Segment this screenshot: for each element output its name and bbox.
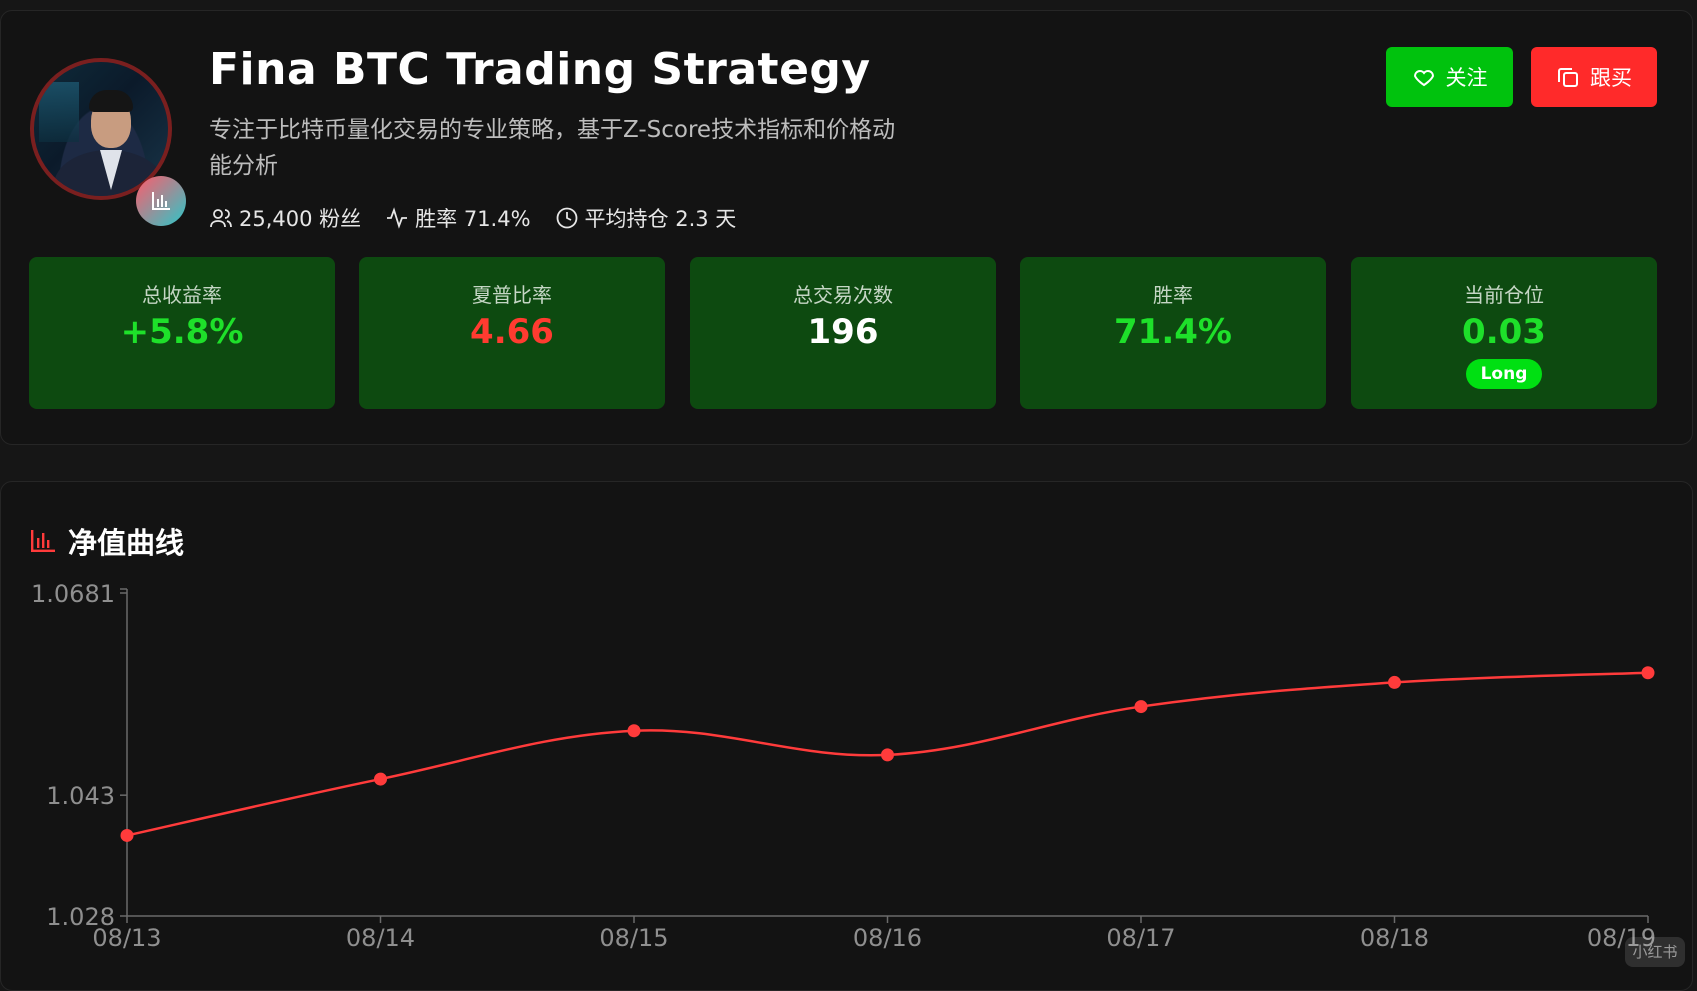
x-tick-label: 08/16 [853, 924, 922, 952]
data-point[interactable] [374, 772, 387, 786]
copy-trade-button[interactable]: 跟买 [1531, 47, 1657, 107]
clock-icon [556, 207, 577, 229]
data-point[interactable] [1388, 675, 1401, 689]
strategy-meta: 25,400 粉丝 胜率 71.4% 平均持仓 2.3 天 [209, 203, 736, 233]
bar-chart-icon [136, 176, 186, 226]
win-rate-text: 胜率 71.4% [415, 207, 531, 231]
y-tick-label: 1.043 [46, 782, 115, 810]
heart-icon [1413, 70, 1434, 87]
position-direction-badge: Long [1466, 359, 1542, 389]
stat-value: 71.4% [1114, 312, 1232, 352]
chart-header: 净值曲线 [30, 520, 184, 562]
copy-icon [1558, 68, 1578, 87]
stat-current-position: 当前仓位 0.03 Long [1351, 257, 1657, 409]
avatar-photo [30, 58, 172, 200]
equity-chart-card [0, 481, 1693, 991]
avg-hold-meta: 平均持仓 2.3 天 [555, 203, 737, 233]
y-tick-label: 1.028 [46, 903, 115, 931]
x-tick-label: 08/15 [599, 924, 668, 952]
follow-button[interactable]: 关注 [1386, 47, 1513, 107]
stat-label: 当前仓位 [1464, 283, 1544, 307]
copy-label: 跟买 [1590, 66, 1632, 90]
watermark: 小红书 [1625, 937, 1685, 967]
data-point[interactable] [1134, 700, 1148, 714]
followers-meta: 25,400 粉丝 [209, 203, 361, 233]
activity-icon [387, 207, 408, 229]
stat-win-rate: 胜率 71.4% [1020, 257, 1326, 409]
strategy-description: 专注于比特币量化交易的专业策略，基于Z-Score技术指标和价格动能分析 [209, 117, 896, 179]
x-tick-label: 08/17 [1106, 924, 1175, 952]
data-point[interactable] [120, 828, 134, 842]
stat-value: 0.03 [1462, 312, 1546, 352]
stat-value: +5.8% [120, 312, 244, 352]
data-point[interactable] [1641, 666, 1655, 680]
stat-label: 总收益率 [142, 283, 222, 307]
stat-value: 196 [807, 312, 879, 352]
stat-sharpe-ratio: 夏普比率 4.66 [359, 257, 665, 409]
avg-hold-text: 平均持仓 2.3 天 [584, 207, 737, 231]
bar-chart-icon [31, 530, 55, 552]
users-icon [210, 209, 232, 228]
chart-title: 净值曲线 [68, 526, 185, 560]
stat-label: 胜率 [1153, 283, 1193, 307]
data-point[interactable] [627, 724, 641, 738]
x-tick-label: 08/18 [1360, 924, 1429, 952]
stat-label: 夏普比率 [472, 283, 552, 307]
stat-value: 4.66 [470, 312, 554, 352]
x-tick-label: 08/14 [346, 924, 415, 952]
stat-total-trades: 总交易次数 196 [690, 257, 996, 409]
win-rate-meta: 胜率 71.4% [385, 203, 531, 233]
stat-label: 总交易次数 [793, 283, 893, 307]
avatar [30, 58, 186, 226]
x-tick-label: 08/13 [92, 924, 161, 952]
data-point[interactable] [881, 748, 894, 762]
stat-total-return: 总收益率 +5.8% [29, 257, 335, 409]
follow-label: 关注 [1445, 66, 1488, 90]
strategy-title: Fina BTC Trading Strategy [209, 44, 871, 95]
y-tick-label: 1.0681 [31, 580, 115, 608]
x-tick-label: 08/19 [1587, 924, 1656, 952]
followers-text: 25,400 粉丝 [239, 207, 362, 231]
